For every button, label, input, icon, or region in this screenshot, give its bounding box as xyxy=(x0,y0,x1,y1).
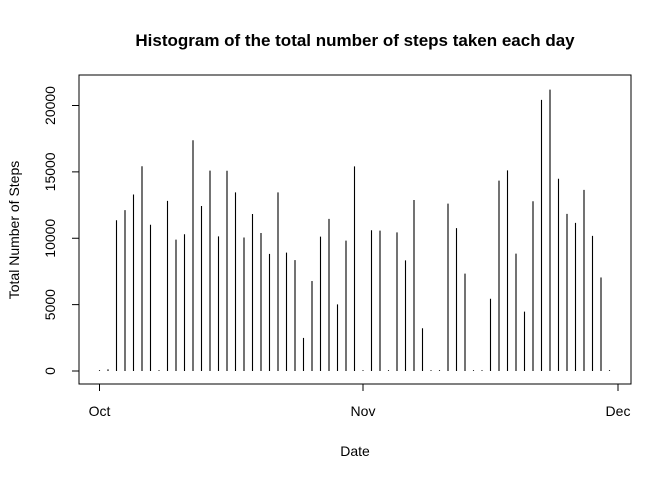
y-tick-label: 5000 xyxy=(42,289,58,320)
y-tick-label: 20000 xyxy=(42,86,58,125)
x-tick-label: Dec xyxy=(606,403,631,419)
y-axis: 0 5000 10000 15000 20000 xyxy=(42,86,80,375)
y-tick-label: 0 xyxy=(42,367,58,375)
y-tick-label: 15000 xyxy=(42,152,58,191)
y-axis-label: Total Number of Steps xyxy=(6,161,22,300)
x-axis-label: Date xyxy=(340,443,370,459)
chart-title: Histogram of the total number of steps t… xyxy=(135,31,575,50)
x-axis: Oct Nov Dec xyxy=(89,383,631,419)
y-tick-label: 10000 xyxy=(42,219,58,258)
bars-group xyxy=(98,89,611,371)
x-tick-label: Nov xyxy=(351,403,376,419)
x-tick-label: Oct xyxy=(89,403,111,419)
